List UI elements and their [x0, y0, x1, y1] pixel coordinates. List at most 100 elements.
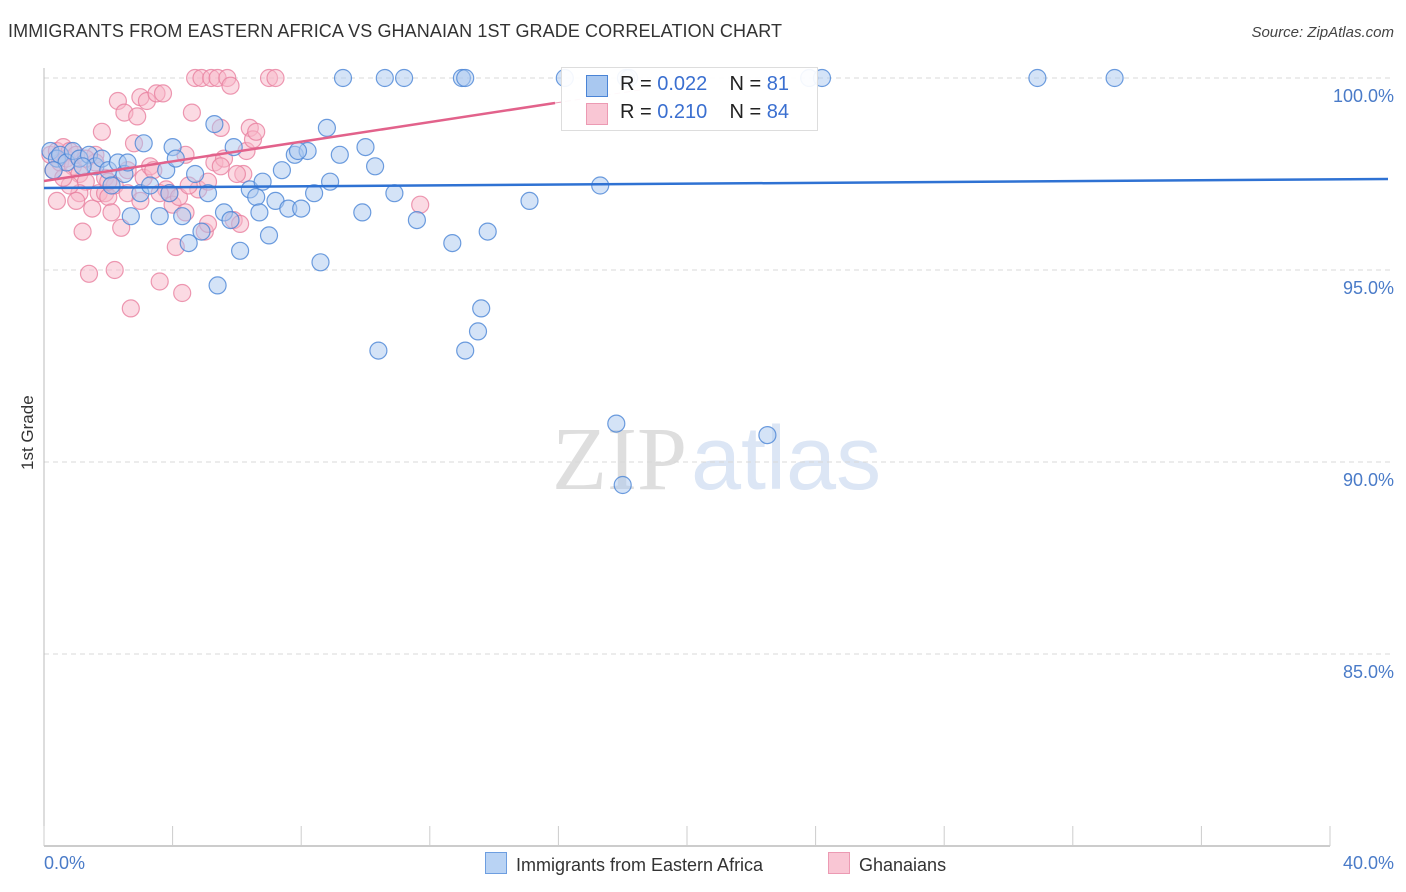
data-point [292, 199, 311, 218]
legend-label: Immigrants from Eastern Africa [516, 855, 764, 875]
data-point [221, 211, 240, 230]
data-point [173, 283, 192, 303]
data-point [92, 122, 112, 141]
data-point [305, 184, 324, 203]
ghanaians-points [41, 68, 430, 318]
chart-title: IMMIGRANTS FROM EASTERN AFRICA VS GHANAI… [8, 21, 783, 41]
data-point [192, 222, 211, 241]
data-point [83, 199, 102, 218]
data-point [333, 68, 353, 88]
data-point [1105, 68, 1124, 88]
data-point [353, 203, 372, 222]
data-point [79, 264, 99, 283]
data-point [73, 157, 92, 176]
legend-item-ghanaians[interactable]: Ghanaians [828, 852, 946, 876]
data-point [205, 114, 224, 134]
n-label: N = [729, 73, 762, 95]
data-point [150, 272, 169, 291]
r-label: R = [620, 73, 652, 95]
data-point [250, 203, 269, 222]
stats-legend: R = 0.022 N = 81 R = 0.210 N = 84 [561, 67, 818, 131]
data-point [67, 191, 86, 210]
blue-swatch [485, 852, 507, 874]
data-point [247, 187, 266, 207]
data-point [227, 164, 246, 184]
n-value: 84 [766, 101, 790, 123]
data-point [385, 184, 404, 203]
data-point [141, 176, 160, 195]
data-point [311, 253, 330, 272]
watermark-atlas: atlas [691, 409, 882, 509]
data-point [520, 191, 539, 210]
r-label: R = [620, 101, 652, 123]
data-point [456, 341, 475, 360]
data-point [356, 138, 375, 157]
data-point [179, 234, 198, 253]
data-point [1028, 68, 1047, 88]
data-point [102, 203, 121, 222]
data-point [395, 68, 414, 88]
pink-swatch [828, 852, 850, 874]
data-point [198, 184, 218, 203]
eastern-africa-points [41, 68, 1124, 495]
y-tick-95: 95.0% [1342, 278, 1394, 298]
x-tick-min: 0.0% [44, 853, 86, 873]
data-point [173, 207, 192, 226]
data-point [73, 222, 92, 241]
data-point [166, 149, 185, 168]
data-point [186, 164, 205, 184]
n-label: N = [729, 101, 762, 123]
data-point [211, 157, 230, 176]
data-point [478, 222, 497, 241]
data-point [266, 68, 285, 88]
data-point [288, 141, 308, 161]
data-point [468, 322, 488, 341]
y-axis-label: 1st Grade [18, 395, 37, 470]
legend-label: Ghanaians [859, 855, 947, 875]
data-point [44, 161, 63, 180]
blue-swatch [586, 75, 608, 97]
r-value: 0.022 [657, 73, 708, 95]
data-point [47, 191, 67, 210]
n-value: 81 [766, 73, 790, 95]
data-point [221, 76, 240, 95]
gridlines [44, 77, 1390, 655]
data-point [105, 260, 124, 280]
data-point [366, 157, 385, 176]
data-point [247, 122, 266, 141]
ghanaians-trend-line [43, 101, 556, 183]
y-tick-90: 90.0% [1342, 470, 1394, 490]
eastern-africa-trend-line [43, 177, 1389, 190]
data-point [607, 414, 626, 433]
pink-swatch [586, 103, 608, 125]
x-axis-ticks [43, 826, 1331, 846]
data-point [330, 145, 349, 164]
data-point [102, 176, 121, 195]
y-tick-100: 100.0% [1332, 86, 1394, 106]
data-point [153, 84, 173, 103]
data-point [231, 241, 250, 260]
source-label: Source: ZipAtlas.com [1251, 24, 1394, 41]
x-tick-max: 40.0% [1342, 853, 1394, 873]
data-point [272, 161, 291, 180]
data-point [369, 341, 388, 360]
data-point [758, 426, 777, 445]
data-point [407, 211, 426, 230]
data-point [160, 184, 179, 203]
data-point [317, 118, 336, 138]
r-value: 0.210 [657, 101, 708, 123]
data-point [411, 195, 430, 214]
data-point [121, 207, 140, 226]
data-point [443, 234, 462, 253]
data-point [472, 299, 491, 318]
data-point [150, 207, 169, 226]
data-point [134, 134, 153, 153]
legend-item-eastern-africa[interactable]: Immigrants from Eastern Africa [485, 852, 763, 876]
data-point [375, 68, 394, 88]
data-point [613, 475, 632, 495]
data-point [182, 103, 201, 122]
data-point [456, 68, 475, 88]
y-tick-85: 85.0% [1342, 662, 1394, 682]
data-point [321, 172, 340, 191]
